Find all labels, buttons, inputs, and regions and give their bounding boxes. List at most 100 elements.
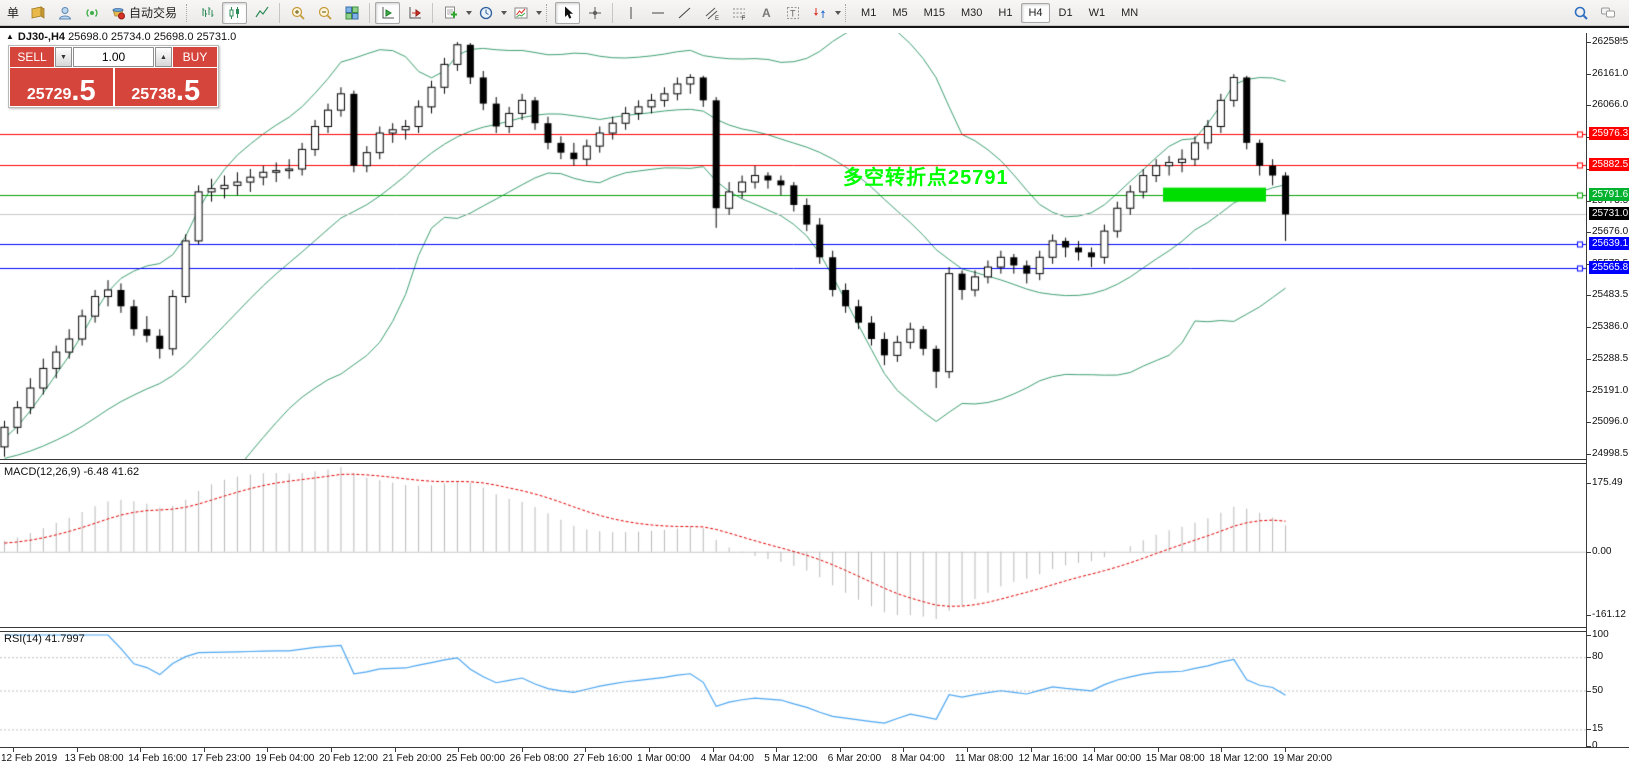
- chart-shift-icon: [409, 6, 421, 18]
- tile-windows-button[interactable]: [339, 2, 364, 24]
- zoom-out-icon: [318, 6, 332, 20]
- buy-price-pips: .5: [175, 74, 201, 107]
- scroll-up-icon[interactable]: ▲: [1617, 34, 1625, 43]
- vertical-line-icon: [630, 6, 632, 19]
- svg-text:A: A: [762, 6, 771, 20]
- channel-button[interactable]: E: [699, 2, 724, 24]
- volume-input[interactable]: [73, 47, 154, 67]
- dropdown-caret-icon[interactable]: [501, 10, 508, 15]
- timeframe-m30-button[interactable]: M30: [961, 6, 983, 19]
- text-label-button[interactable]: T: [780, 2, 805, 24]
- timeframe-m15-button[interactable]: M15: [923, 6, 945, 19]
- search-button[interactable]: [1568, 2, 1593, 24]
- timeframe-d1-button[interactable]: D1: [1058, 6, 1073, 19]
- candlestick-chart-button[interactable]: [222, 1, 248, 24]
- volume-down-button[interactable]: ▼: [55, 47, 72, 67]
- new-order-button[interactable]: 单: [2, 2, 24, 24]
- fibonacci-button[interactable]: F: [726, 2, 751, 24]
- price-history-button[interactable]: [25, 2, 50, 24]
- auto-scroll-button[interactable]: [375, 1, 401, 24]
- chart-title: ▲ DJ30-,H4 25698.0 25734.0 25698.0 25731.…: [6, 31, 236, 43]
- time-axis-label: 17 Feb 23:00: [191, 748, 251, 764]
- time-axis-label: 11 Mar 08:00: [955, 748, 1014, 764]
- price-tick-label: 26258.5: [1586, 35, 1629, 47]
- periods-button[interactable]: [473, 2, 498, 24]
- sell-price-pips: .5: [71, 74, 96, 107]
- main-chart-canvas[interactable]: [0, 33, 1587, 459]
- bar-chart-button[interactable]: [195, 2, 220, 24]
- time-axis-label: 1 Mar 00:00: [637, 748, 691, 764]
- svg-text:T: T: [790, 8, 796, 18]
- toolbar-separator: [279, 2, 281, 23]
- time-axis-label: 19 Feb 04:00: [255, 748, 315, 764]
- price-tick-label: 25483.5: [1586, 289, 1629, 301]
- time-axis-label: 25 Feb 00:00: [446, 748, 506, 764]
- zoom-in-button[interactable]: [285, 2, 310, 24]
- timeframe-m1-button[interactable]: M1: [861, 6, 877, 19]
- pivot-annotation-text[interactable]: 多空转折点25791: [843, 167, 1009, 189]
- cursor-button[interactable]: [555, 1, 581, 24]
- time-axis-label: 15 Mar 08:00: [1145, 748, 1205, 764]
- price-tick-label: 25386.0: [1586, 321, 1629, 333]
- arrows-button[interactable]: [807, 2, 832, 24]
- dropdown-caret-icon[interactable]: [536, 10, 543, 15]
- time-axis-label: 27 Feb 16:00: [573, 748, 633, 764]
- time-axis-label: 5 Mar 12:00: [764, 748, 818, 764]
- sell-price-button[interactable]: 25729.5: [10, 68, 113, 106]
- rsi-pane-canvas[interactable]: [0, 632, 1587, 747]
- rsi-tick-label: 0: [1587, 740, 1598, 751]
- indicators-button[interactable]: [438, 2, 463, 24]
- rsi-tick-label: 100: [1587, 629, 1609, 640]
- bar-chart-icon: [202, 6, 214, 17]
- auto-scroll-icon: [382, 6, 394, 18]
- toolbar-grip: [546, 3, 550, 22]
- volume-up-button[interactable]: ▲: [155, 47, 172, 67]
- timeframe-m5-button[interactable]: M5: [892, 6, 908, 19]
- time-axis[interactable]: 12 Feb 2019 13 Feb 08:00 14 Feb 16:00 17 Fe…: [0, 747, 1629, 776]
- buy-price-button[interactable]: 25738.5: [114, 68, 217, 107]
- broadcast-button[interactable]: [79, 2, 104, 24]
- price-badge: 25976.3: [1589, 127, 1629, 141]
- time-axis-label: 18 Mar 12:00: [1209, 748, 1269, 764]
- timeframe-w1-button[interactable]: W1: [1088, 6, 1106, 19]
- template-icon: [514, 7, 528, 18]
- price-badge: 25639.1: [1589, 237, 1629, 251]
- profile-button[interactable]: [52, 2, 77, 24]
- tile-windows-icon: [345, 6, 359, 19]
- crosshair-icon: [588, 6, 601, 19]
- dropdown-caret-icon[interactable]: [835, 10, 842, 15]
- timeframe-h4-button[interactable]: H4: [1021, 2, 1050, 23]
- price-tick-label: 26161.0: [1586, 67, 1629, 79]
- toolbar-grip: [186, 3, 190, 22]
- timeframe-h1-button[interactable]: H1: [998, 6, 1013, 19]
- pane-separator[interactable]: [0, 459, 1629, 464]
- chat-button[interactable]: [1595, 2, 1620, 24]
- dropdown-caret-icon[interactable]: [466, 10, 473, 15]
- timeframe-mn-button[interactable]: MN: [1121, 6, 1139, 19]
- horizontal-line-button[interactable]: [645, 2, 670, 24]
- line-chart-button[interactable]: [249, 2, 274, 24]
- pane-separator[interactable]: [0, 627, 1629, 632]
- autotrade-label: 自动交易: [129, 6, 178, 20]
- vertical-line-button[interactable]: [618, 2, 643, 24]
- window-border: [0, 26, 1629, 28]
- price-tick-label: 26066.0: [1586, 98, 1629, 110]
- chart-ohlc-values: 25698.0 25734.0 25698.0 25731.0: [68, 31, 237, 43]
- templates-button[interactable]: [508, 2, 533, 24]
- trendline-button[interactable]: [672, 2, 697, 24]
- macd-pane-canvas[interactable]: [0, 464, 1587, 627]
- buy-button[interactable]: BUY: [173, 47, 217, 67]
- price-axis[interactable]: 26258.526161.026066.025968.525871.025773…: [1586, 33, 1629, 751]
- toolbar-grip: [845, 3, 849, 22]
- sell-button[interactable]: SELL: [10, 47, 54, 67]
- chart-collapse-icon[interactable]: ▲: [6, 32, 14, 41]
- zoom-out-button[interactable]: [312, 2, 337, 24]
- svg-text:E: E: [715, 16, 719, 21]
- crosshair-button[interactable]: [582, 2, 607, 24]
- price-badge: 25882.5: [1589, 157, 1629, 171]
- autotrade-button[interactable]: 自动交易: [105, 2, 182, 24]
- time-axis-label: 14 Feb 16:00: [128, 748, 188, 764]
- text-button[interactable]: A: [753, 2, 778, 24]
- price-tick-label: 25288.5: [1586, 353, 1629, 365]
- chart-shift-button[interactable]: [402, 2, 427, 24]
